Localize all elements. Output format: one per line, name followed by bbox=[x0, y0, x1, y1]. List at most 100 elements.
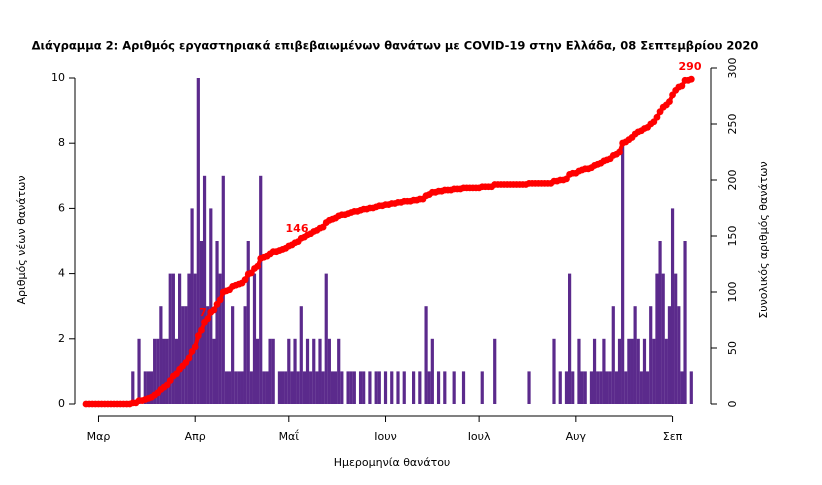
bar bbox=[674, 273, 678, 404]
bar bbox=[196, 78, 200, 404]
y2-tick-label: 200 bbox=[726, 170, 739, 191]
bar bbox=[334, 371, 338, 404]
bar bbox=[178, 273, 182, 404]
bar bbox=[318, 338, 322, 404]
bar bbox=[146, 371, 150, 404]
bar bbox=[624, 371, 628, 404]
bar bbox=[243, 306, 247, 404]
bar bbox=[362, 371, 366, 404]
bar bbox=[280, 371, 285, 404]
x-tick-label: Αυγ bbox=[566, 430, 587, 443]
bar bbox=[605, 371, 609, 404]
bar bbox=[131, 371, 135, 404]
annotation: 7 bbox=[199, 306, 207, 319]
bar bbox=[237, 371, 241, 404]
bar bbox=[368, 371, 372, 404]
bar bbox=[436, 371, 441, 404]
cumulative-point bbox=[204, 315, 212, 323]
bar bbox=[667, 306, 672, 404]
x-tick-label: Μαΐ bbox=[279, 429, 300, 443]
bar bbox=[652, 338, 656, 404]
bar bbox=[418, 371, 422, 404]
bar bbox=[290, 371, 294, 404]
bar bbox=[209, 208, 213, 404]
bar bbox=[424, 306, 428, 404]
bar bbox=[568, 273, 572, 404]
bar bbox=[630, 338, 634, 404]
bar bbox=[165, 338, 169, 404]
bar bbox=[296, 371, 300, 404]
y-tick-label: 0 bbox=[58, 397, 65, 410]
bar bbox=[305, 338, 310, 404]
bar bbox=[664, 338, 668, 404]
y2-tick-label: 300 bbox=[726, 58, 739, 79]
bar bbox=[193, 273, 197, 404]
bar bbox=[493, 338, 497, 404]
bar bbox=[143, 371, 147, 404]
bar bbox=[552, 338, 556, 404]
bar bbox=[206, 306, 210, 404]
bar bbox=[231, 306, 235, 404]
cumulative-point bbox=[241, 276, 249, 284]
bar bbox=[159, 306, 163, 404]
bar bbox=[309, 371, 313, 404]
bar bbox=[137, 338, 141, 404]
x-tick-label: Σεπ bbox=[663, 430, 683, 443]
y-tick-label: 10 bbox=[51, 71, 65, 84]
y2-axis-label: Συνολικός αριθμός θανάτων bbox=[757, 161, 770, 318]
bar bbox=[184, 306, 188, 404]
bar bbox=[383, 371, 388, 404]
bar bbox=[390, 371, 394, 404]
bar bbox=[592, 338, 597, 404]
y-tick-label: 6 bbox=[58, 201, 65, 214]
bar bbox=[171, 273, 175, 404]
y-axis-label: Αριθμός νέων θανάτων bbox=[15, 176, 28, 305]
bar bbox=[661, 273, 665, 404]
bar bbox=[377, 371, 381, 404]
y-tick-label: 4 bbox=[58, 267, 65, 280]
bar bbox=[583, 371, 587, 404]
bar bbox=[646, 371, 650, 404]
bar bbox=[358, 371, 363, 404]
bar bbox=[252, 273, 257, 404]
bar bbox=[558, 371, 562, 404]
bar bbox=[374, 371, 378, 404]
cumulative-point bbox=[185, 354, 193, 362]
bar bbox=[461, 371, 466, 404]
bar bbox=[636, 338, 640, 404]
bar bbox=[315, 371, 319, 404]
bar bbox=[284, 371, 288, 404]
bar bbox=[480, 371, 484, 404]
bar bbox=[212, 338, 216, 404]
bar bbox=[349, 371, 353, 404]
x-tick-label: Απρ bbox=[185, 430, 206, 443]
bar bbox=[268, 338, 272, 404]
bar bbox=[302, 371, 306, 404]
y2-tick-label: 250 bbox=[726, 114, 739, 135]
y2-tick-label: 0 bbox=[726, 401, 739, 408]
bar bbox=[571, 371, 575, 404]
y2-tick-label: 100 bbox=[726, 282, 739, 303]
bar bbox=[330, 371, 335, 404]
bar bbox=[430, 338, 434, 404]
bar bbox=[277, 371, 282, 404]
bar bbox=[240, 371, 244, 404]
bar bbox=[259, 175, 263, 404]
y2-tick-label: 150 bbox=[726, 226, 739, 247]
bar bbox=[611, 306, 615, 404]
bar bbox=[337, 338, 341, 404]
bar bbox=[402, 371, 406, 404]
bar bbox=[683, 241, 687, 404]
bar bbox=[218, 273, 222, 404]
bar bbox=[614, 371, 618, 404]
bar bbox=[577, 338, 581, 404]
bar bbox=[443, 371, 447, 404]
bar bbox=[589, 371, 594, 404]
bar bbox=[639, 371, 643, 404]
cumulative-point bbox=[666, 98, 673, 105]
cumulative-point bbox=[198, 326, 205, 334]
annotation: 290 bbox=[679, 60, 702, 73]
bar bbox=[256, 338, 260, 404]
bar bbox=[633, 306, 637, 404]
